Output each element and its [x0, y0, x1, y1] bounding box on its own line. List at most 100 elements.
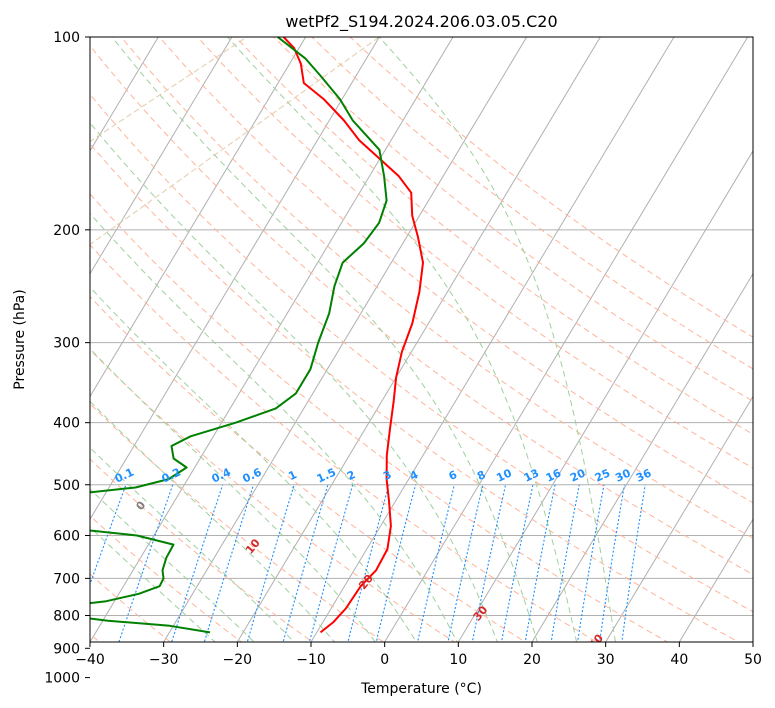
dry-adiabat-label: 0 [134, 498, 149, 512]
isotherm-line [457, 149, 753, 642]
moist-adiabat-line [90, 286, 417, 642]
y-axis: 100 200 300 400 500 600 700 800 900 1000 [44, 30, 90, 687]
isotherm-line [90, 37, 380, 521]
x-axis: −40 −30 −20 −10 0 10 20 30 40 50 [75, 642, 762, 668]
mixing-ratio-line [471, 484, 507, 642]
mixing-ratio-label: 30 [613, 466, 633, 484]
mixing-ratio-line [203, 484, 255, 642]
dry-adiabat-line [90, 143, 740, 642]
x-tick-label: 20 [523, 652, 541, 668]
y-tick-label: 500 [53, 478, 80, 494]
isopleth-labels: 0.10.20.40.611.52346810131620253036-100-… [113, 465, 654, 651]
mixing-ratio-line [171, 484, 224, 642]
moist-adiabat-line [111, 37, 538, 642]
isotherm-line [90, 37, 159, 152]
x-tick-label: 50 [744, 652, 762, 668]
mixing-ratio-label: 8 [475, 468, 487, 483]
mixing-ratio-line [308, 484, 354, 642]
saturation-curve [90, 37, 248, 143]
mixing-ratio-label: 3 [381, 468, 393, 483]
dry-adiabat-label: 10 [243, 536, 263, 556]
background-lines [0, 37, 753, 691]
y-tick-label: 800 [53, 609, 80, 625]
dry-adiabat-label: 40 [586, 631, 606, 651]
mixing-ratio-line [118, 484, 174, 642]
mixing-ratio-line [500, 484, 534, 642]
isotherm-line [90, 37, 233, 275]
moist-adiabat-line [90, 212, 458, 642]
isotherm-line [384, 37, 749, 642]
dry-adiabat-line [90, 573, 172, 642]
dry-adiabat-line [90, 193, 669, 642]
chart-title: wetPf2_S194.2024.206.03.05.C20 [285, 12, 557, 32]
x-tick-label: 30 [597, 652, 615, 668]
dry-adiabat-label: 30 [471, 603, 491, 623]
mixing-ratio-line [347, 484, 390, 642]
plot-frame [89, 36, 754, 643]
x-tick-label: −30 [149, 652, 179, 668]
mixing-ratio-line [417, 484, 455, 642]
mixing-ratio-label: 10 [494, 466, 514, 484]
mixing-ratio-label: 0.2 [160, 466, 183, 486]
dry-adiabat-line [197, 37, 753, 469]
mixing-ratio-label: 25 [593, 466, 612, 484]
dry-adiabat-line [120, 37, 753, 539]
mixing-ratio-line [550, 484, 580, 642]
profile-series [90, 37, 424, 634]
x-axis-label: Temperature (°C) [360, 681, 482, 697]
isotherm-line [752, 641, 753, 642]
y-tick-label: 300 [53, 336, 80, 352]
moist-adiabat-line [90, 488, 255, 642]
mixing-ratio-label: 16 [544, 466, 564, 484]
mixing-ratio-line [282, 484, 329, 642]
y-tick-label: 100 [53, 30, 80, 46]
moist-adiabat-line [90, 347, 377, 642]
mixing-ratio-label: 36 [634, 466, 654, 484]
mixing-ratio-label: 1.5 [315, 466, 338, 486]
isotherm-line [0, 37, 11, 691]
isotherm-line [605, 395, 753, 642]
dry-adiabat-line [90, 458, 314, 642]
y-axis-label: Pressure (hPa) [12, 289, 28, 389]
moist-adiabat-line [227, 37, 578, 642]
isotherm-line [531, 272, 753, 642]
y-tick-label: 200 [53, 223, 80, 239]
dry-adiabat-line [158, 37, 753, 504]
y-tick-label: 700 [53, 571, 80, 587]
moist-adiabat-line [90, 526, 216, 642]
dry-adiabat-line [90, 515, 243, 642]
dewpoint-line [90, 37, 388, 634]
mixing-ratio-label: 6 [447, 468, 460, 483]
y-tick-label: 900 [53, 641, 80, 657]
mixing-ratio-line [375, 484, 417, 642]
isotherm-line [163, 37, 528, 642]
isotherm-line [236, 37, 601, 642]
mixing-ratio-label: 4 [408, 468, 421, 483]
mixing-ratio-label: 0.6 [240, 465, 263, 485]
x-tick-label: 40 [670, 652, 688, 668]
mixing-ratio-label: 13 [522, 466, 541, 484]
x-tick-label: 10 [449, 652, 467, 668]
x-tick-label: 0 [380, 652, 389, 668]
dry-adiabat-line [235, 37, 753, 435]
dry-adiabat-line [90, 403, 385, 642]
isotherm-line [678, 518, 753, 642]
mixing-ratio-label: 2 [345, 468, 357, 483]
isotherm-line [90, 37, 454, 642]
dry-adiabat-line [90, 93, 753, 613]
mixing-ratio-line [524, 484, 556, 642]
mixing-ratio-line [599, 484, 626, 642]
mixing-ratio-label: 20 [568, 466, 588, 484]
y-tick-label: 400 [53, 416, 80, 432]
isotherm-line [90, 37, 307, 398]
dry-adiabat-line [0, 37, 10, 691]
mixing-ratio-line [621, 484, 646, 642]
dry-adiabat-line [273, 37, 753, 402]
mixing-ratio-label: 0.1 [113, 466, 136, 486]
moist-adiabat-line [90, 446, 295, 642]
dry-adiabat-line [90, 244, 598, 642]
x-tick-label: −20 [223, 652, 253, 668]
y-tick-label: 1000 [44, 671, 80, 687]
dry-adiabat-line [349, 37, 753, 338]
